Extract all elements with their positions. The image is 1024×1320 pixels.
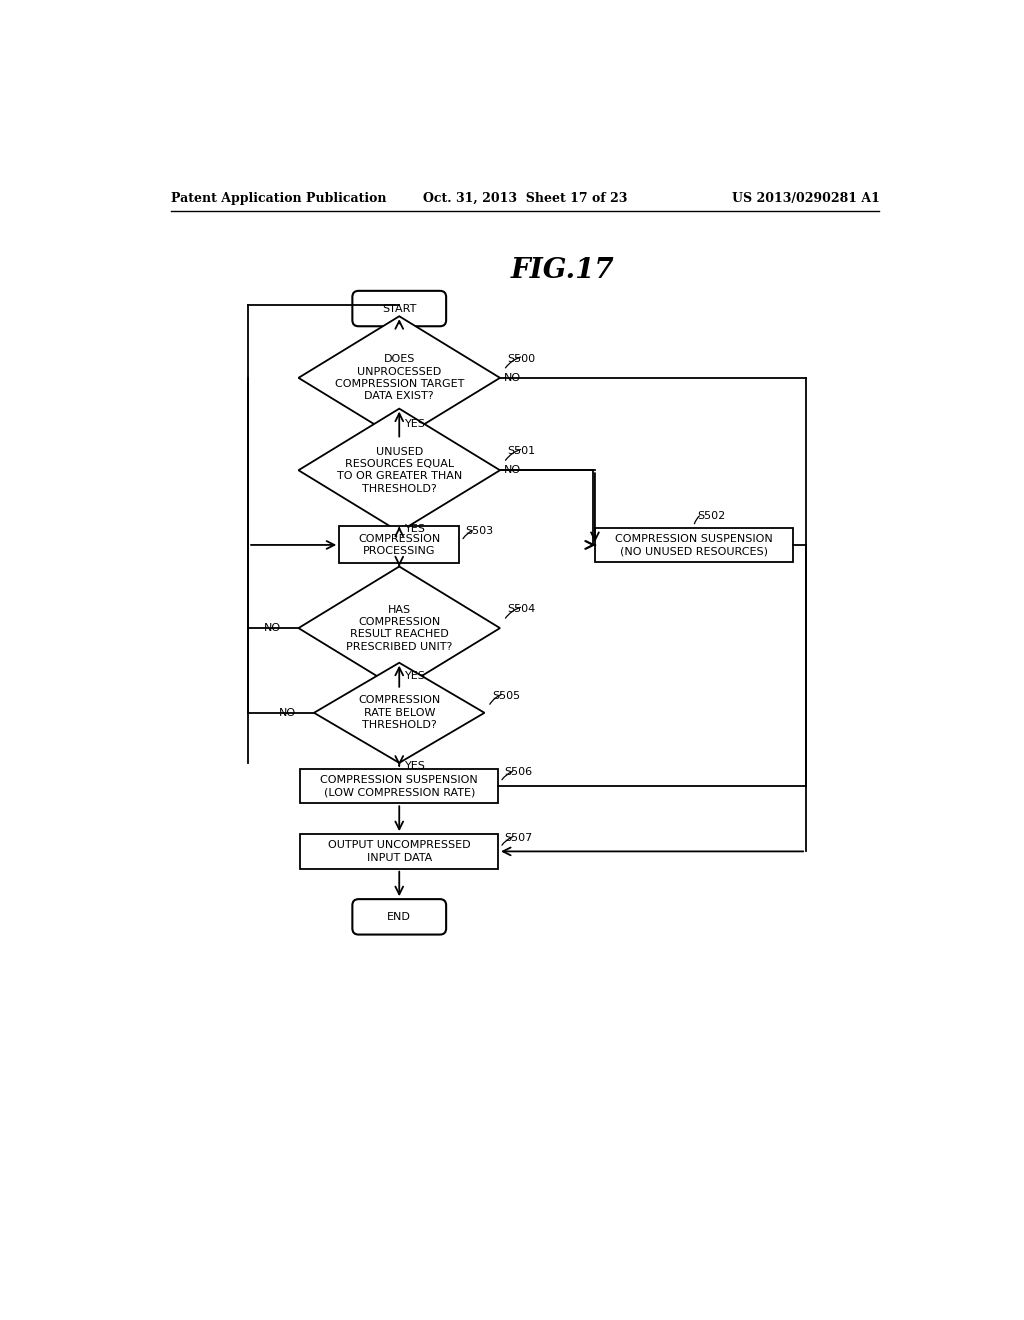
Text: S503: S503 [466,527,494,536]
Text: US 2013/0290281 A1: US 2013/0290281 A1 [732,191,880,205]
Bar [300,768,498,804]
Text: COMPRESSION SUSPENSION
(NO UNUSED RESOURCES): COMPRESSION SUSPENSION (NO UNUSED RESOUR… [614,533,773,556]
Bar [339,527,460,564]
Text: NO: NO [504,372,521,383]
Text: YES: YES [406,418,426,429]
Text: FIG.17: FIG.17 [510,256,613,284]
Text: S507: S507 [504,833,532,842]
Text: S502: S502 [697,511,726,520]
Text: S500: S500 [508,354,536,363]
Text: S505: S505 [493,690,520,701]
FancyBboxPatch shape [352,290,446,326]
Text: OUTPUT UNCOMPRESSED
INPUT DATA: OUTPUT UNCOMPRESSED INPUT DATA [328,840,471,863]
Text: S504: S504 [508,603,536,614]
Bar [300,834,498,869]
Text: S501: S501 [508,446,536,455]
Text: COMPRESSION SUSPENSION
(LOW COMPRESSION RATE): COMPRESSION SUSPENSION (LOW COMPRESSION … [321,775,478,797]
Text: COMPRESSION
RATE BELOW
THRESHOLD?: COMPRESSION RATE BELOW THRESHOLD? [358,696,440,730]
Text: NO: NO [504,465,521,475]
Polygon shape [299,409,500,532]
Text: YES: YES [406,524,426,535]
Text: YES: YES [406,760,426,771]
Text: HAS
COMPRESSION
RESULT REACHED
PRESCRIBED UNIT?: HAS COMPRESSION RESULT REACHED PRESCRIBE… [346,605,453,652]
FancyBboxPatch shape [352,899,446,935]
Text: NO: NO [280,708,296,718]
Polygon shape [314,663,484,763]
Text: DOES
UNPROCESSED
COMPRESSION TARGET
DATA EXIST?: DOES UNPROCESSED COMPRESSION TARGET DATA… [335,354,464,401]
Text: COMPRESSION
PROCESSING: COMPRESSION PROCESSING [358,533,440,556]
Text: Patent Application Publication: Patent Application Publication [171,191,386,205]
Text: Oct. 31, 2013  Sheet 17 of 23: Oct. 31, 2013 Sheet 17 of 23 [423,191,627,205]
Bar [595,528,793,562]
Text: END: END [387,912,412,921]
Text: YES: YES [406,672,426,681]
Polygon shape [299,566,500,689]
Text: NO: NO [263,623,281,634]
Text: S506: S506 [504,767,532,777]
Text: START: START [382,304,417,314]
Polygon shape [299,317,500,440]
Text: UNUSED
RESOURCES EQUAL
TO OR GREATER THAN
THRESHOLD?: UNUSED RESOURCES EQUAL TO OR GREATER THA… [337,446,462,494]
